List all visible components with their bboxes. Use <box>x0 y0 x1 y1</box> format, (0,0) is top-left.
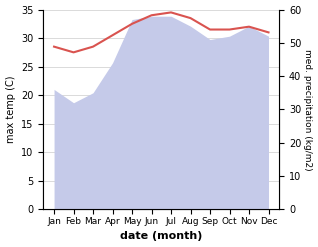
Y-axis label: max temp (C): max temp (C) <box>5 76 16 143</box>
Y-axis label: med. precipitation (kg/m2): med. precipitation (kg/m2) <box>303 49 313 170</box>
X-axis label: date (month): date (month) <box>120 231 203 242</box>
